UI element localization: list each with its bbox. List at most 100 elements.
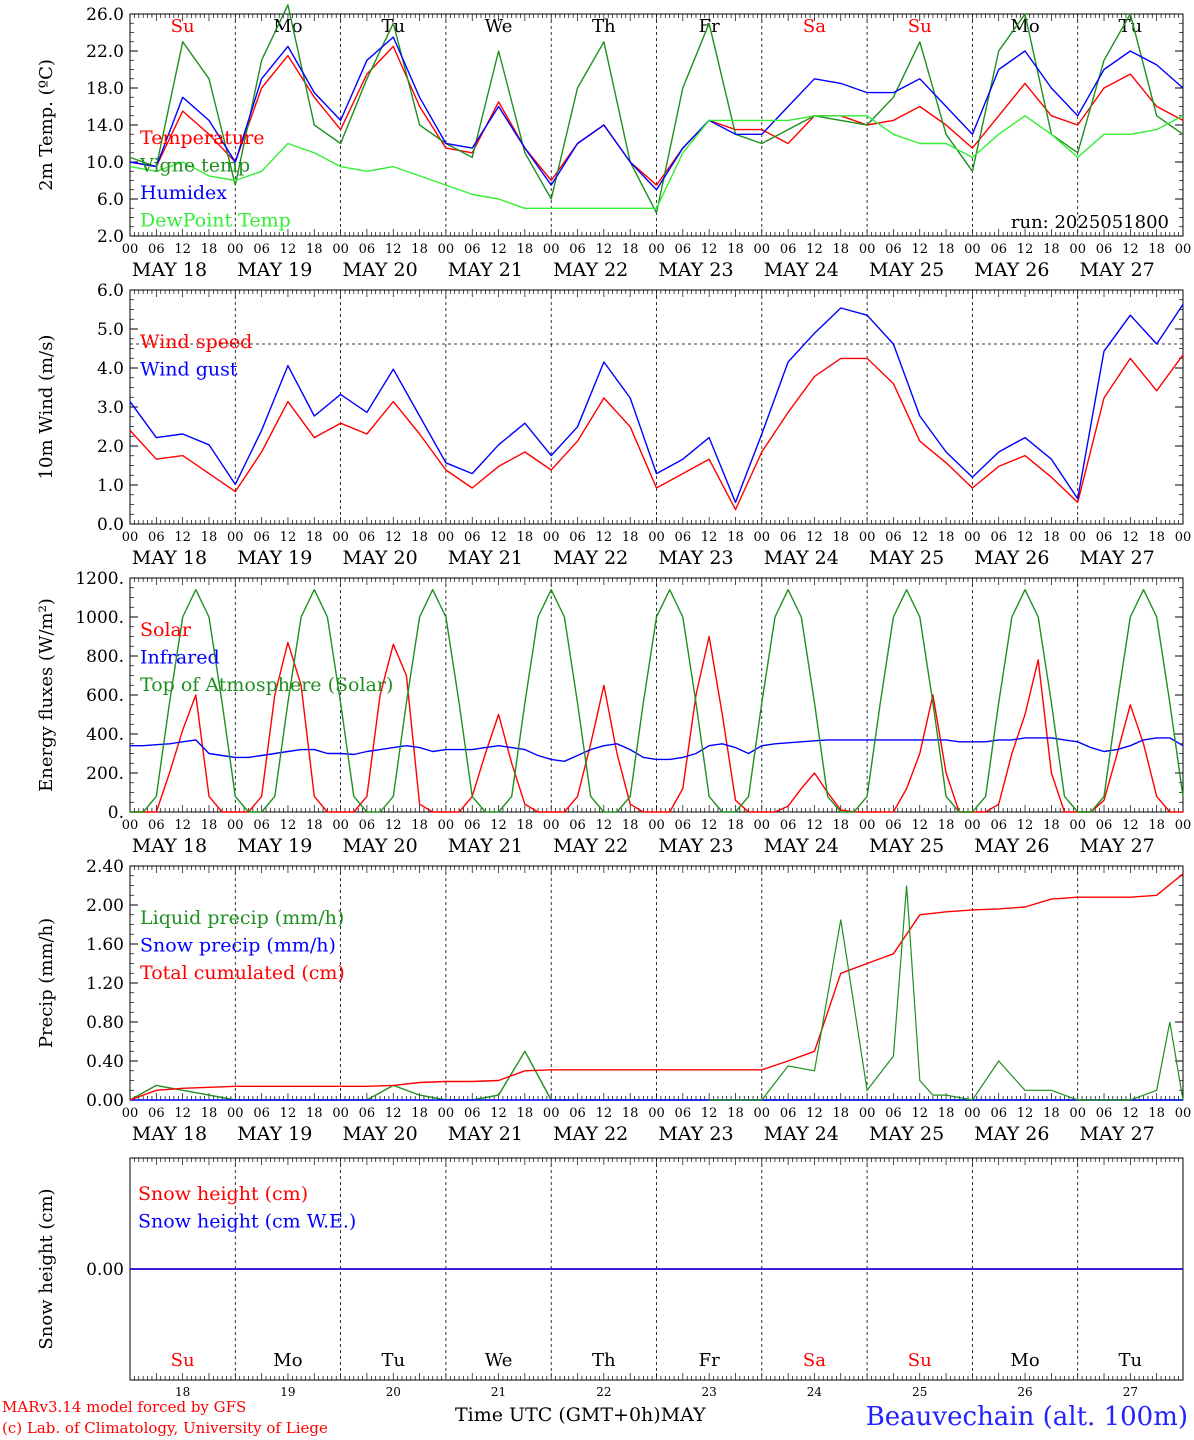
- day-number-label: 23: [702, 1385, 717, 1399]
- hour-tick-label: 12: [385, 242, 402, 257]
- hour-tick-label: 18: [517, 242, 534, 257]
- hour-tick-label: 00: [438, 818, 455, 833]
- hour-tick-label: 12: [1122, 1106, 1139, 1121]
- hour-tick-label: 18: [622, 818, 639, 833]
- hour-tick-label: 06: [359, 242, 376, 257]
- hour-tick-label: 06: [148, 818, 165, 833]
- date-label: MAY 20: [343, 547, 418, 569]
- series-line: [129, 354, 1184, 511]
- hour-tick-label: 00: [332, 530, 349, 545]
- y-tick-label: 0.00: [86, 1091, 124, 1111]
- y-axis-label: Precip (mm/h): [36, 918, 57, 1048]
- hour-tick-label: 06: [148, 1106, 165, 1121]
- hour-tick-label: 18: [727, 1106, 744, 1121]
- hour-tick-label: 18: [833, 1106, 850, 1121]
- date-label: MAY 23: [658, 259, 733, 281]
- hour-tick-label: 12: [596, 1106, 613, 1121]
- y-tick-label: 800.: [86, 647, 124, 667]
- hour-tick-label: 00: [859, 1106, 876, 1121]
- hour-tick-label: 06: [885, 1106, 902, 1121]
- hour-tick-label: 06: [253, 242, 270, 257]
- series-line: [130, 737, 1184, 762]
- date-label: MAY 19: [237, 835, 312, 857]
- hour-tick-label: 18: [833, 242, 850, 257]
- hour-tick-label: 06: [569, 818, 586, 833]
- legend-entry: Snow precip (mm/h): [140, 935, 336, 957]
- date-label: MAY 18: [132, 835, 207, 857]
- series-line: [129, 4, 1184, 214]
- hour-tick-label: 06: [1096, 242, 1113, 257]
- hour-tick-label: 18: [1043, 1106, 1060, 1121]
- hour-tick-label: 06: [990, 530, 1007, 545]
- x-axis-label: Time UTC (GMT+0h)MAY: [455, 1404, 706, 1426]
- hour-tick-label: 00: [122, 1106, 139, 1121]
- hour-tick-label: 12: [701, 530, 718, 545]
- hour-tick-label: 06: [675, 242, 692, 257]
- hour-tick-label: 00: [227, 530, 244, 545]
- hour-tick-label: 12: [911, 818, 928, 833]
- y-tick-label: 0.00: [86, 1260, 124, 1280]
- y-tick-label: 3.0: [97, 398, 124, 418]
- hour-tick-label: 06: [464, 818, 481, 833]
- day-abbr-label: Tu: [381, 16, 405, 37]
- legend-entry: Temperature: [140, 127, 264, 149]
- hour-tick-label: 06: [885, 242, 902, 257]
- date-label: MAY 26: [974, 1123, 1049, 1145]
- hour-tick-label: 00: [543, 530, 560, 545]
- date-label: MAY 18: [132, 1123, 207, 1145]
- legend-entry: Vigne temp: [139, 155, 250, 177]
- y-tick-label: 6.0: [97, 281, 124, 301]
- y-tick-label: 1.0: [97, 476, 124, 496]
- date-label: MAY 20: [343, 1123, 418, 1145]
- hour-tick-label: 12: [596, 818, 613, 833]
- hour-tick-label: 06: [253, 1106, 270, 1121]
- hour-tick-label: 12: [1122, 818, 1139, 833]
- y-tick-label: 14.0: [86, 116, 124, 136]
- day-abbr-label: Mo: [1010, 16, 1039, 37]
- date-label: MAY 27: [1080, 835, 1155, 857]
- hour-tick-label: 18: [1148, 1106, 1165, 1121]
- legend-entry: Solar: [140, 619, 192, 641]
- hour-tick-label: 12: [280, 818, 297, 833]
- date-label: MAY 21: [448, 547, 523, 569]
- hour-tick-label: 18: [306, 1106, 323, 1121]
- day-abbr-label: Mo: [273, 1350, 302, 1371]
- hour-tick-label: 06: [359, 1106, 376, 1121]
- hour-tick-label: 00: [648, 530, 665, 545]
- hour-tick-label: 06: [464, 242, 481, 257]
- hour-tick-label: 00: [1069, 242, 1086, 257]
- hour-tick-label: 00: [754, 242, 771, 257]
- hour-tick-label: 06: [675, 818, 692, 833]
- x-axis-title: Time UTC (GMT+0h): [455, 1404, 661, 1426]
- hour-tick-label: 00: [227, 242, 244, 257]
- hour-tick-label: 06: [569, 242, 586, 257]
- hour-tick-label: 06: [885, 818, 902, 833]
- y-tick-label: 2.40: [86, 857, 124, 877]
- hour-tick-label: 00: [1175, 1106, 1192, 1121]
- date-label: MAY 26: [974, 835, 1049, 857]
- hour-tick-label: 06: [148, 242, 165, 257]
- date-label: MAY 25: [869, 1123, 944, 1145]
- hour-tick-label: 00: [332, 818, 349, 833]
- day-number-label: 19: [280, 1385, 295, 1399]
- day-abbr-label: Tu: [1119, 1350, 1143, 1371]
- hour-tick-label: 06: [148, 530, 165, 545]
- date-label: MAY 18: [132, 259, 207, 281]
- hour-tick-label: 18: [306, 242, 323, 257]
- panel-wind: 0.0 1.0 2.0 3.0 4.0 5.0 6.0 10m Wind (m/s) Wind …: [36, 281, 1191, 569]
- station-name: Beauvechain (alt. 100m): [865, 1402, 1188, 1432]
- hour-tick-label: 06: [464, 530, 481, 545]
- date-label: MAY 22: [553, 547, 628, 569]
- hour-tick-label: 12: [174, 1106, 191, 1121]
- hour-tick-label: 18: [411, 242, 428, 257]
- hour-tick-label: 12: [280, 530, 297, 545]
- hour-tick-label: 06: [780, 242, 797, 257]
- day-number-label: 27: [1123, 1385, 1138, 1399]
- series-line: [129, 36, 1184, 191]
- hour-tick-label: 06: [464, 1106, 481, 1121]
- day-abbr-label: Mo: [1010, 1350, 1039, 1371]
- y-axis-label: 10m Wind (m/s): [36, 335, 57, 480]
- panel-energy: 0. 200. 400. 600. 800. 1000. 1200. Energy fluxe…: [36, 569, 1191, 857]
- day-abbr-label: Su: [171, 1350, 195, 1371]
- hour-tick-label: 00: [859, 818, 876, 833]
